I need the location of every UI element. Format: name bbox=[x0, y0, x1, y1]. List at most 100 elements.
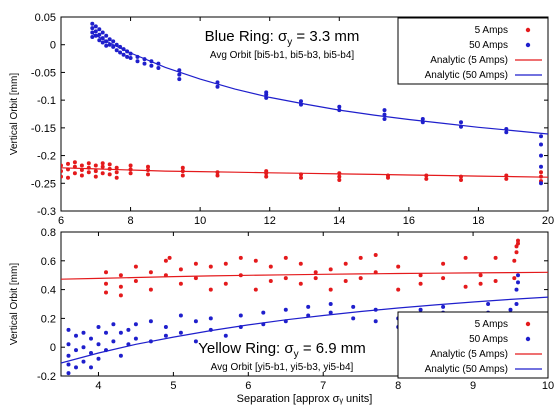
data-point bbox=[125, 54, 130, 59]
data-point bbox=[148, 319, 153, 324]
data-point bbox=[66, 362, 71, 367]
data-point bbox=[96, 325, 101, 329]
data-point bbox=[74, 365, 78, 370]
data-point bbox=[424, 176, 429, 181]
data-point bbox=[268, 279, 273, 283]
data-point bbox=[121, 52, 126, 57]
series-line bbox=[61, 167, 548, 178]
data-point bbox=[418, 307, 423, 312]
data-point bbox=[114, 175, 119, 180]
data-point bbox=[539, 164, 543, 169]
x-tick-label: 10 bbox=[194, 215, 206, 227]
legend-label: Analytic (5 Amps) bbox=[430, 55, 508, 66]
x-tick-label: 16 bbox=[403, 215, 415, 227]
data-point bbox=[90, 21, 95, 26]
data-point bbox=[66, 342, 71, 347]
data-point bbox=[72, 160, 77, 165]
data-point bbox=[193, 319, 198, 324]
data-point bbox=[66, 327, 71, 332]
legend-swatch-point bbox=[525, 27, 531, 33]
data-point bbox=[441, 276, 446, 281]
data-point bbox=[178, 281, 183, 286]
data-point bbox=[93, 169, 98, 174]
data-point bbox=[463, 284, 468, 289]
data-point bbox=[81, 345, 86, 350]
data-point bbox=[128, 56, 133, 60]
data-point bbox=[163, 325, 168, 329]
data-point bbox=[111, 322, 116, 327]
data-point bbox=[114, 170, 119, 175]
data-point bbox=[328, 310, 333, 315]
data-point bbox=[74, 333, 78, 338]
data-point bbox=[313, 270, 318, 275]
data-point bbox=[504, 176, 509, 181]
y-tick-label: 0.8 bbox=[41, 227, 56, 239]
data-point bbox=[306, 304, 311, 309]
data-point bbox=[118, 284, 123, 289]
data-point bbox=[208, 287, 213, 292]
data-point bbox=[133, 322, 138, 327]
legend-label: Analytic (50 Amps) bbox=[425, 364, 508, 375]
data-point bbox=[261, 310, 266, 315]
data-point bbox=[283, 276, 288, 281]
legend-label: Analytic (50 Amps) bbox=[425, 70, 508, 81]
series-line bbox=[61, 296, 548, 364]
y-tick-label: 0.4 bbox=[41, 285, 56, 297]
data-point bbox=[516, 280, 520, 285]
data-point bbox=[96, 356, 101, 361]
data-point bbox=[97, 32, 102, 37]
data-point bbox=[90, 35, 95, 39]
x-tick-label: 8 bbox=[128, 215, 134, 227]
data-point bbox=[100, 171, 105, 176]
data-point bbox=[72, 171, 77, 176]
data-point bbox=[114, 48, 119, 53]
data-point bbox=[128, 171, 133, 176]
data-point bbox=[328, 287, 333, 292]
data-point bbox=[93, 163, 98, 168]
data-point bbox=[133, 336, 138, 341]
data-point bbox=[215, 84, 220, 89]
data-point bbox=[382, 112, 387, 117]
data-point bbox=[90, 26, 95, 31]
data-point bbox=[149, 63, 154, 68]
x-axis-label: Separation [approx σᵧ units] bbox=[237, 393, 373, 405]
x-tick-label: 18 bbox=[472, 215, 484, 227]
data-point bbox=[223, 281, 228, 286]
data-point bbox=[163, 333, 168, 338]
data-point bbox=[539, 153, 543, 158]
data-point bbox=[107, 37, 112, 42]
x-tick-label: 5 bbox=[170, 380, 176, 392]
data-point bbox=[313, 276, 318, 281]
data-point bbox=[118, 353, 123, 358]
chart-panel-2: 4 5 6 7 8 9 10 0.8 0.6 0.4 0.2 0 -0.2 Vertical Orbit … bbox=[9, 227, 554, 405]
chart-title: Blue Ring: σy = 3.3 mm bbox=[205, 28, 360, 48]
data-point bbox=[93, 24, 98, 29]
data-point bbox=[89, 336, 93, 341]
data-point bbox=[516, 238, 520, 243]
data-point bbox=[337, 178, 342, 182]
legend: 5 Amps 50 Amps Analytic (5 Amps) Analytic (… bbox=[397, 311, 549, 379]
data-point bbox=[180, 173, 185, 178]
data-point bbox=[126, 327, 131, 332]
data-point bbox=[96, 342, 101, 347]
data-point bbox=[418, 281, 423, 286]
y-tick-label: -0.3 bbox=[37, 206, 56, 218]
data-point bbox=[539, 142, 543, 147]
data-point bbox=[299, 99, 303, 104]
data-point bbox=[299, 175, 303, 180]
data-point bbox=[118, 273, 123, 278]
data-point bbox=[104, 33, 109, 38]
data-point bbox=[283, 255, 288, 260]
y-tick-label: 0.2 bbox=[41, 313, 56, 325]
x-tick-label: 10 bbox=[542, 380, 554, 392]
data-point bbox=[66, 175, 70, 180]
data-point bbox=[100, 164, 105, 169]
data-point bbox=[493, 279, 498, 283]
y-axis-label: Vertical Orbit [mm] bbox=[9, 73, 20, 155]
data-point bbox=[178, 267, 183, 272]
data-point bbox=[382, 108, 387, 113]
data-point bbox=[512, 258, 517, 263]
data-point bbox=[459, 120, 463, 125]
data-point bbox=[61, 169, 63, 174]
x-tick-label: 4 bbox=[95, 380, 101, 392]
